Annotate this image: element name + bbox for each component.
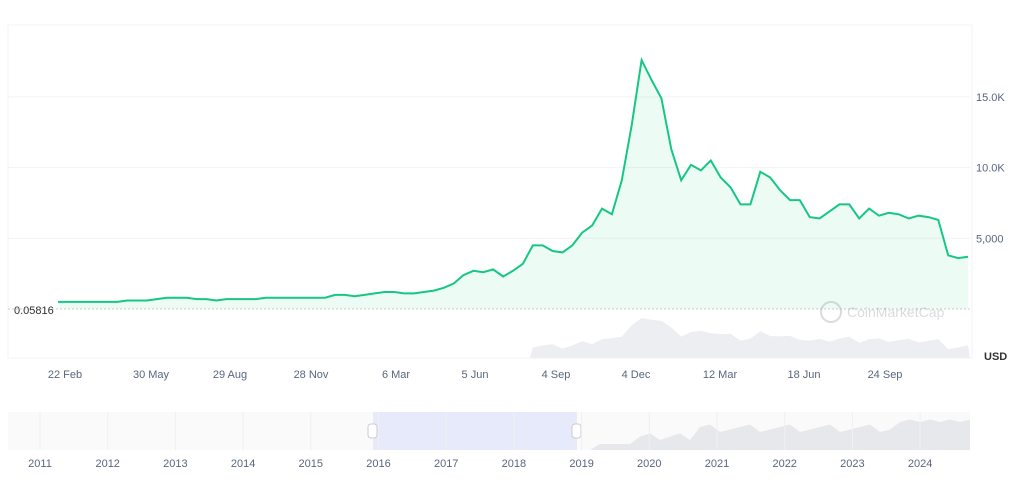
navigator-year-label: 2023 <box>840 458 864 470</box>
navigator-year-label: 2012 <box>95 458 119 470</box>
x-tick-label: 4 Dec <box>622 369 651 381</box>
navigator-years: 2011 2012 2013 2014 2015 2016 2017 2018 2019 2020… <box>28 412 932 470</box>
x-tick-label: 30 May <box>133 369 170 381</box>
y-axis: 5,000 10.0K 15.0K <box>976 92 1005 245</box>
navigator-area <box>560 419 970 450</box>
min-marker-label: 0.05816 <box>14 305 54 317</box>
coinmarketcap-logo-icon <box>820 301 842 323</box>
x-tick-label: 4 Sep <box>542 369 571 381</box>
navigator-year-label: 2011 <box>28 458 52 470</box>
navigator-year-label: 2016 <box>366 458 390 470</box>
navigator-year-label: 2018 <box>502 458 526 470</box>
x-tick-label: 29 Aug <box>213 369 247 381</box>
navigator-year-label: 2021 <box>705 458 729 470</box>
navigator-year-label: 2022 <box>772 458 796 470</box>
y-tick-label: 15.0K <box>976 92 1005 104</box>
x-tick-label: 12 Mar <box>703 369 738 381</box>
plot-frame <box>7 24 973 359</box>
navigator-year-label: 2015 <box>299 458 323 470</box>
navigator-year-label: 2020 <box>637 458 661 470</box>
navigator-year-label: 2019 <box>569 458 593 470</box>
navigator-year-label: 2024 <box>908 458 932 470</box>
price-line <box>58 56 969 303</box>
navigator-year-label: 2017 <box>434 458 458 470</box>
x-tick-label: 28 Nov <box>294 369 329 381</box>
watermark-text: CoinMarketCap <box>847 304 944 320</box>
watermark: CoinMarketCap <box>820 301 944 323</box>
x-tick-label: 5 Jun <box>462 369 489 381</box>
navigator-selection[interactable] <box>373 412 577 450</box>
x-tick-label: 6 Mar <box>382 369 410 381</box>
x-tick-label: 22 Feb <box>48 369 82 381</box>
y-tick-label: 5,000 <box>976 233 1004 245</box>
x-tick-label: 18 Jun <box>787 369 820 381</box>
grid <box>8 96 970 239</box>
navigator-year-label: 2013 <box>163 458 187 470</box>
navigator-year-label: 2014 <box>231 458 255 470</box>
x-axis: 22 Feb 30 May 29 Aug 28 Nov 6 Mar 5 Jun 4 Sep 4… <box>48 369 903 381</box>
volume-area <box>530 318 970 358</box>
navigator-handle-right[interactable] <box>571 423 582 439</box>
y-tick-label: 10.0K <box>976 163 1005 175</box>
x-tick-label: 24 Sep <box>868 369 903 381</box>
currency-label: USD <box>984 351 1007 363</box>
navigator-handle-left[interactable] <box>367 423 378 439</box>
navigator[interactable]: 2011 2012 2013 2014 2015 2016 2017 2018 2019 2020… <box>8 412 970 470</box>
price-area <box>58 60 968 309</box>
